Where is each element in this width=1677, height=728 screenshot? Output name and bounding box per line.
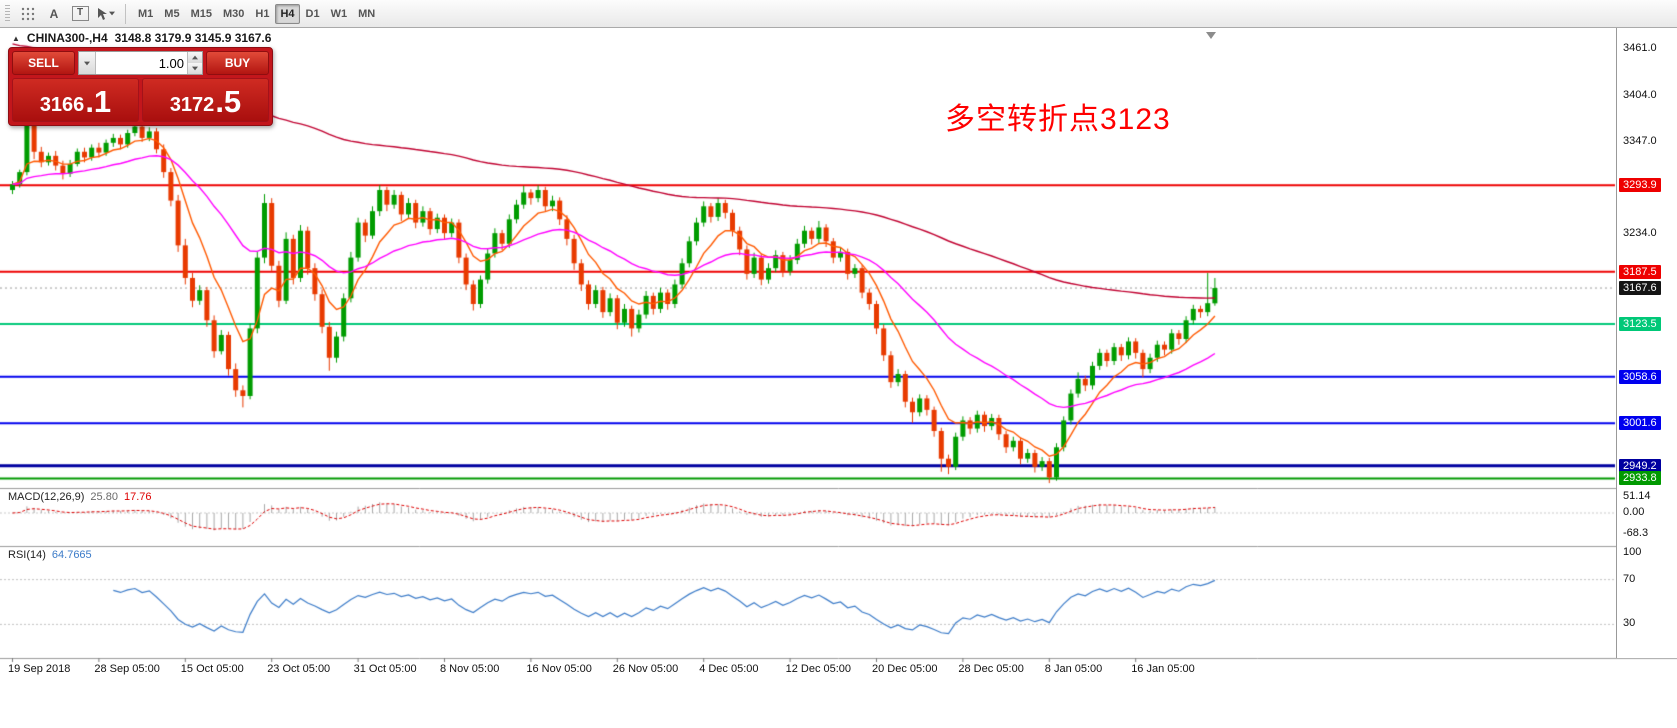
- time-axis-label: 16 Nov 05:00: [526, 663, 592, 675]
- boxed-t-icon: T: [71, 6, 89, 21]
- time-axis-label: 8 Jan 05:00: [1044, 663, 1103, 675]
- timeframe-button-H4[interactable]: H4: [275, 3, 300, 24]
- label-tool-button[interactable]: T: [68, 3, 92, 25]
- grid-icon: [21, 7, 35, 20]
- price-level-label[interactable]: 3001.6: [1619, 416, 1661, 431]
- price-tick-label: 3234.0: [1623, 226, 1657, 239]
- rsi-axis-label: 70: [1623, 572, 1636, 585]
- rsi-axis-label: 30: [1623, 617, 1636, 630]
- buy-button[interactable]: BUY: [206, 51, 269, 75]
- timeframe-button-M1[interactable]: M1: [133, 4, 158, 24]
- macd-title: MACD(12,26,9) 25.80 17.76: [8, 491, 157, 503]
- time-axis-label: 19 Sep 2018: [8, 663, 71, 675]
- sell-price-main: 3166: [39, 94, 85, 116]
- volume-increase-button[interactable]: [187, 52, 202, 63]
- price-level-label[interactable]: 2933.8: [1619, 471, 1661, 486]
- text-tool-button[interactable]: A: [42, 3, 66, 25]
- macd-name: MACD(12,26,9): [8, 491, 85, 503]
- timeframe-button-MN[interactable]: MN: [353, 4, 380, 24]
- volume-control: [78, 51, 203, 75]
- chart-annotation-text[interactable]: 多空转折点3123: [945, 103, 1171, 136]
- timeframe-button-M5[interactable]: M5: [159, 4, 184, 24]
- price-level-label[interactable]: 3187.5: [1619, 264, 1661, 279]
- chevron-down-icon: [192, 66, 198, 71]
- rsi-name: RSI(14): [8, 549, 46, 561]
- chart-shift-marker[interactable]: [1206, 32, 1216, 39]
- chevron-down-icon: [84, 61, 90, 65]
- one-click-toggle-icon[interactable]: ▲: [12, 33, 20, 43]
- timeframe-bar: M1 M5 M15 M30 H1 H4 D1 W1 MN: [133, 3, 380, 24]
- ohlc-values: 3148.8 3179.9 3145.9 3167.6: [114, 31, 272, 45]
- time-axis-label: 31 Oct 05:00: [353, 663, 417, 675]
- timeframe-button-M15[interactable]: M15: [186, 4, 217, 24]
- rsi-title: RSI(14) 64.7665: [8, 549, 98, 561]
- volume-input[interactable]: [96, 52, 187, 74]
- timeframe-button-M30[interactable]: M30: [218, 4, 249, 24]
- price-level-label[interactable]: 3123.5: [1619, 316, 1661, 331]
- price-level-label[interactable]: 3293.9: [1619, 178, 1661, 193]
- price-axis: 3461.0 3404.0 3347.0 3234.0 3293.9 3187.5 3123…: [1616, 28, 1677, 658]
- macd-signal-value: 17.76: [123, 491, 152, 503]
- letter-a-icon: A: [49, 6, 59, 21]
- current-price-label: 3167.6: [1619, 281, 1661, 296]
- cursor-tool-button[interactable]: [94, 3, 118, 25]
- buy-price[interactable]: 3172.5: [142, 78, 269, 122]
- symbol-label: CHINA300-,H4: [26, 31, 108, 45]
- price-tick-label: 3347.0: [1623, 134, 1657, 147]
- chevron-up-icon: [192, 55, 198, 60]
- cursor-icon: [98, 7, 107, 20]
- buy-price-main: 3172: [169, 94, 215, 116]
- time-axis-label: 16 Jan 05:00: [1131, 663, 1195, 675]
- time-axis-label: 26 Nov 05:00: [612, 663, 679, 675]
- time-axis-label: 8 Nov 05:00: [440, 663, 500, 675]
- time-axis-label: 28 Sep 05:00: [94, 663, 160, 675]
- volume-spinner: [187, 52, 202, 74]
- rsi-value: 64.7665: [51, 549, 92, 561]
- chart-header: ▲ CHINA300-,H4 3148.8 3179.9 3145.9 3167…: [12, 31, 271, 45]
- sell-price-big-digit: .1: [85, 84, 112, 119]
- toolbar-separator: [125, 3, 126, 24]
- price-tick-label: 3461.0: [1623, 42, 1657, 55]
- time-axis-label: 12 Dec 05:00: [785, 663, 852, 675]
- time-axis-label: 28 Dec 05:00: [958, 663, 1024, 675]
- price-level-label[interactable]: 3058.6: [1619, 369, 1661, 384]
- timeframe-button-W1[interactable]: W1: [326, 4, 353, 24]
- price-level-label[interactable]: 2949.2: [1619, 458, 1661, 473]
- timeframe-button-D1[interactable]: D1: [301, 4, 325, 24]
- macd-axis-label: -68.3: [1623, 527, 1649, 540]
- price-chart-canvas[interactable]: [0, 0, 1677, 700]
- volume-dropdown-button[interactable]: [79, 52, 96, 74]
- toolbar: A T M1 M5 M15 M30 H1 H4 D1 W1 MN: [0, 0, 1677, 28]
- time-axis-label: 4 Dec 05:00: [699, 663, 759, 675]
- macd-value: 25.80: [90, 491, 118, 503]
- macd-axis-label: 51.14: [1623, 490, 1651, 503]
- time-axis-label: 23 Oct 05:00: [267, 663, 331, 675]
- time-axis-label: 20 Dec 05:00: [872, 663, 938, 675]
- toolbar-grip[interactable]: [5, 4, 10, 23]
- sell-button[interactable]: SELL: [12, 51, 75, 75]
- buy-price-big-digit: .5: [215, 84, 242, 119]
- time-axis-label: 15 Oct 05:00: [180, 663, 244, 675]
- price-tick-label: 3404.0: [1623, 88, 1657, 101]
- rsi-axis-label: 100: [1623, 546, 1642, 558]
- sell-price[interactable]: 3166.1: [12, 78, 139, 122]
- volume-decrease-button[interactable]: [187, 63, 202, 74]
- grid-tool-button[interactable]: [16, 3, 40, 25]
- timeframe-button-H1[interactable]: H1: [250, 4, 274, 24]
- macd-axis-label: 0.00: [1623, 506, 1645, 518]
- one-click-trading-panel: SELL BUY 3166.1 3172.5: [8, 47, 273, 126]
- chevron-down-icon: [109, 11, 115, 16]
